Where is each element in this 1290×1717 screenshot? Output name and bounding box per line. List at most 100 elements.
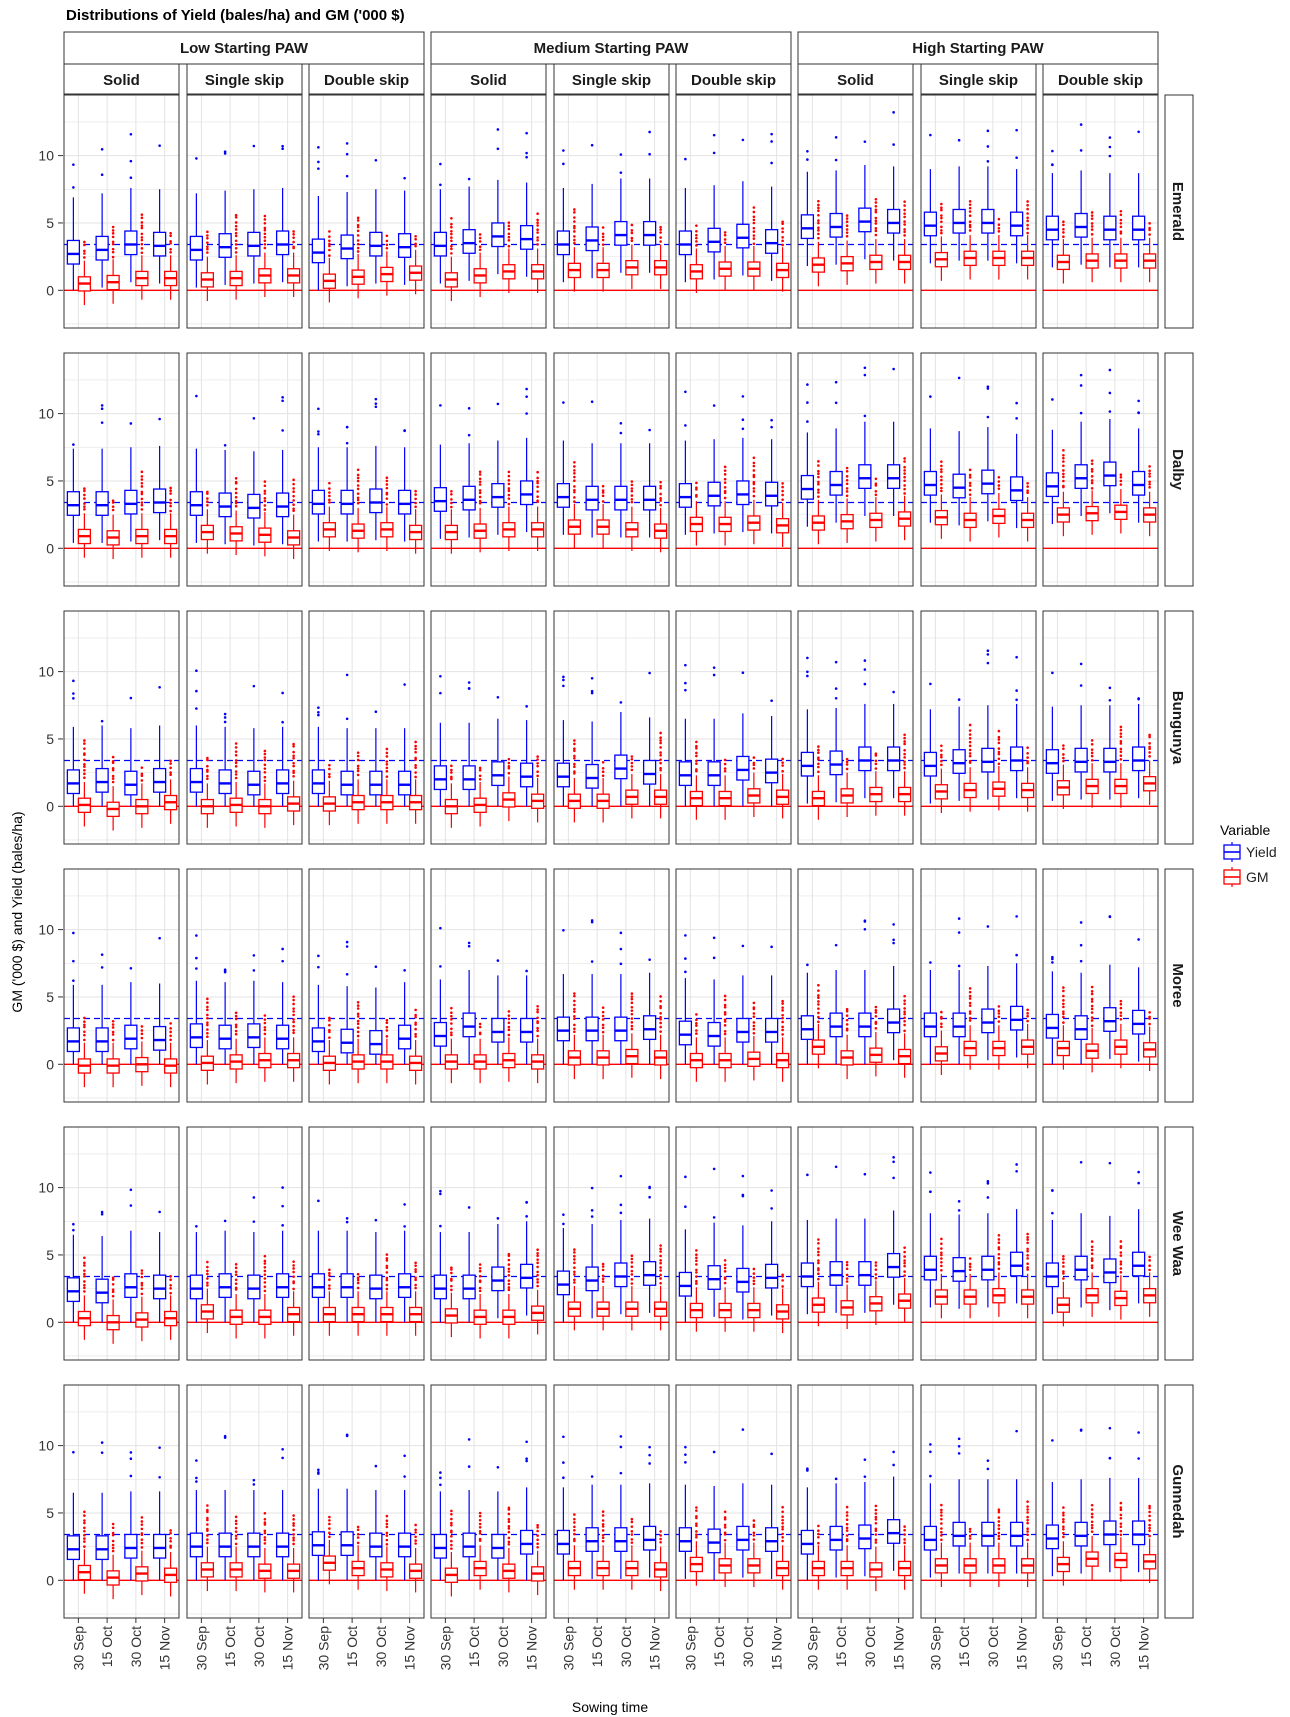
yield-outlier bbox=[834, 696, 838, 700]
y-tick-label: 10 bbox=[38, 1438, 54, 1454]
gm-outlier bbox=[169, 504, 172, 508]
gm-outlier bbox=[695, 1282, 698, 1285]
gm-outlier bbox=[573, 1248, 576, 1251]
gm-outlier bbox=[414, 747, 417, 751]
gm-outlier bbox=[507, 1267, 511, 1271]
gm-outlier bbox=[478, 1289, 482, 1293]
gm-outlier bbox=[507, 1279, 511, 1282]
yield-outlier bbox=[806, 963, 809, 967]
yield-box bbox=[491, 222, 505, 248]
gm-outlier bbox=[414, 1276, 417, 1279]
yield-outlier bbox=[1015, 156, 1018, 159]
gm-outlier bbox=[723, 1010, 727, 1014]
gm-outlier bbox=[385, 234, 389, 238]
gm-outlier bbox=[601, 760, 605, 764]
gm-outlier bbox=[169, 241, 172, 245]
gm-outlier bbox=[450, 1535, 453, 1538]
gm-outlier bbox=[111, 229, 115, 232]
yield-box bbox=[189, 491, 204, 516]
yield-outlier bbox=[129, 1474, 133, 1478]
gm-outlier bbox=[1119, 1254, 1123, 1257]
gm-outlier bbox=[723, 758, 727, 762]
yield-outlier bbox=[1015, 401, 1018, 405]
yield-box bbox=[189, 1023, 204, 1049]
gm-outlier bbox=[263, 1517, 267, 1521]
yield-outlier bbox=[562, 162, 565, 166]
panel-border bbox=[1042, 610, 1159, 845]
gm-outlier bbox=[968, 1265, 972, 1269]
gm-outlier bbox=[83, 776, 86, 780]
yield-outlier bbox=[986, 1459, 990, 1462]
gm-outlier bbox=[723, 1006, 727, 1009]
gm-outlier bbox=[1026, 1235, 1029, 1239]
gm-outlier bbox=[817, 762, 820, 766]
gm-outlier bbox=[1090, 470, 1094, 473]
gm-outlier bbox=[573, 1517, 576, 1521]
panel bbox=[920, 94, 1037, 329]
gm-outlier bbox=[450, 1027, 453, 1031]
yield-outlier bbox=[892, 941, 895, 945]
gm-outlier bbox=[817, 229, 820, 232]
yield-outlier bbox=[195, 707, 198, 710]
gm-outlier bbox=[536, 1284, 539, 1288]
yield-outlier bbox=[317, 432, 320, 436]
gm-outlier bbox=[601, 232, 605, 236]
gm-outlier bbox=[723, 1020, 727, 1023]
gm-outlier bbox=[968, 723, 972, 727]
gm-outlier bbox=[111, 232, 115, 235]
x-tick-label: 30 Sep bbox=[193, 1626, 209, 1671]
gm-outlier bbox=[140, 216, 144, 220]
yield-outlier bbox=[439, 691, 442, 695]
gm-outlier bbox=[573, 485, 576, 488]
gm-outlier bbox=[206, 1013, 209, 1017]
gm-outlier bbox=[328, 501, 331, 504]
gm-outlier bbox=[111, 1294, 115, 1298]
gm-outlier bbox=[968, 729, 972, 732]
gm-outlier bbox=[169, 1287, 172, 1290]
gm-outlier bbox=[414, 1013, 417, 1017]
yield-box bbox=[397, 1273, 412, 1299]
gm-outlier bbox=[356, 242, 360, 246]
gm-outlier bbox=[1062, 475, 1065, 479]
gm-outlier bbox=[140, 1516, 144, 1519]
yield-outlier bbox=[195, 956, 198, 960]
gm-outlier bbox=[695, 1535, 698, 1539]
gm-outlier bbox=[83, 1030, 86, 1034]
gm-outlier bbox=[659, 484, 662, 488]
gm-outlier bbox=[874, 1538, 878, 1542]
gm-outlier bbox=[292, 487, 295, 490]
yield-box bbox=[981, 747, 995, 773]
x-tick-label: 30 Oct bbox=[862, 1626, 878, 1667]
yield-box bbox=[397, 1024, 412, 1050]
gm-outlier bbox=[1062, 1272, 1065, 1275]
yield-outlier bbox=[712, 1450, 716, 1454]
gm-outlier bbox=[630, 1012, 634, 1016]
gm-outlier bbox=[903, 479, 906, 483]
panel-background bbox=[1043, 869, 1158, 1102]
panel-background bbox=[798, 611, 913, 844]
gm-outlier bbox=[1026, 761, 1029, 765]
gm-outlier bbox=[292, 1028, 295, 1032]
gm-outlier bbox=[601, 494, 605, 498]
yield-box bbox=[124, 1533, 138, 1559]
gm-outlier bbox=[845, 482, 849, 486]
gm-outlier bbox=[630, 1525, 634, 1528]
gm-outlier bbox=[328, 244, 331, 248]
gm-outlier bbox=[292, 1521, 295, 1525]
gm-outlier bbox=[206, 1510, 209, 1514]
gm-outlier bbox=[234, 213, 238, 217]
gm-outlier bbox=[997, 1520, 1001, 1523]
gm-outlier bbox=[536, 1010, 539, 1014]
gm-outlier bbox=[723, 1516, 727, 1519]
panel-background bbox=[921, 1385, 1036, 1618]
yield-outlier bbox=[806, 1467, 809, 1470]
yield-box bbox=[247, 1532, 261, 1558]
yield-outlier bbox=[100, 1451, 104, 1454]
yield-box bbox=[275, 1532, 290, 1558]
yield-outlier bbox=[648, 671, 651, 675]
gm-outlier bbox=[414, 1015, 417, 1019]
gm-outlier bbox=[695, 1514, 698, 1518]
gm-outlier bbox=[903, 472, 906, 475]
gm-outlier bbox=[940, 1251, 943, 1255]
yield-outlier bbox=[834, 660, 838, 664]
